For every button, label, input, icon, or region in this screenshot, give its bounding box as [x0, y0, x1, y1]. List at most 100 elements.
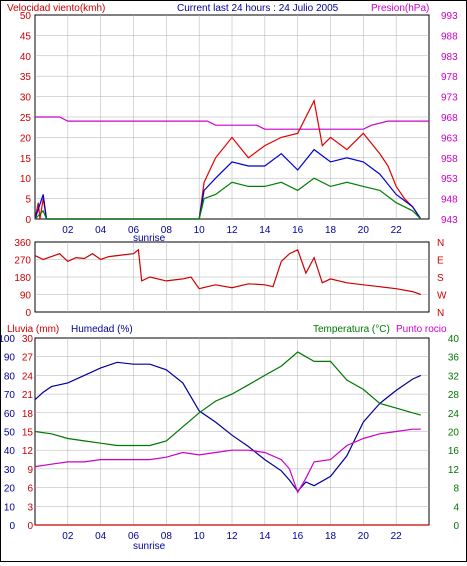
humidity-y-tick-label: 80 — [4, 371, 16, 382]
temperature-y-tick-label: 16 — [448, 446, 460, 457]
wind-y-tick-label: 0 — [25, 215, 31, 226]
humidity-y-tick-label: 50 — [4, 428, 16, 439]
humidity-y-tick-label: 70 — [4, 390, 16, 401]
wind-y-tick-label: 35 — [20, 72, 32, 83]
rain-y-tick-label: 18 — [22, 409, 34, 420]
pressure-y-tick-label: 953 — [441, 174, 458, 185]
pressure-line — [35, 116, 429, 130]
compass-tick-label: S — [437, 273, 444, 284]
wind-y-tick-label: 5 — [25, 195, 31, 206]
x-tick-label: 16 — [292, 531, 304, 542]
sunrise-label-bottom: sunrise — [133, 541, 166, 552]
x-tick-label: 22 — [391, 225, 403, 236]
direction-y-tick-label: 180 — [14, 273, 31, 284]
temperature-y-tick-label: 8 — [453, 484, 459, 495]
x-tick-label: 04 — [95, 531, 107, 542]
x-tick-label: 14 — [259, 225, 271, 236]
wind-y-tick-label: 25 — [20, 113, 32, 124]
pressure-y-tick-label: 993 — [441, 11, 458, 22]
humidity-y-tick-label: 40 — [4, 446, 16, 457]
humidity-title: Humedad (%) — [71, 324, 133, 335]
humidity-y-tick-label: 0 — [9, 521, 15, 532]
dew-point-title: Punto rocio — [396, 324, 447, 335]
compass-tick-label: E — [437, 256, 444, 267]
axis-ticks-layer: 0202040406060808101012121414161618182020… — [0, 11, 460, 542]
direction-y-tick-label: 90 — [20, 291, 32, 302]
rain-y-tick-label: 12 — [22, 446, 34, 457]
chart-title: Current last 24 hours : 24 Julio 2005 — [177, 3, 339, 14]
temperature-y-tick-label: 0 — [453, 521, 459, 532]
pressure-y-tick-label: 973 — [441, 93, 458, 104]
x-tick-label: 22 — [391, 531, 403, 542]
humidity-line — [34, 361, 422, 493]
temperature-y-tick-label: 40 — [448, 334, 460, 345]
rain-y-tick-label: 27 — [22, 353, 34, 364]
rain-y-tick-label: 15 — [22, 428, 34, 439]
rain-y-tick-label: 21 — [22, 390, 34, 401]
x-tick-label: 04 — [95, 225, 107, 236]
x-tick-label: 18 — [325, 531, 337, 542]
x-tick-label: 02 — [62, 531, 74, 542]
x-tick-label: 16 — [292, 225, 304, 236]
temperature-y-tick-label: 28 — [448, 390, 460, 401]
rain-y-tick-label: 24 — [22, 371, 34, 382]
temperature-y-tick-label: 32 — [448, 371, 460, 382]
x-tick-label: 02 — [62, 225, 74, 236]
pressure-y-tick-label: 963 — [441, 133, 458, 144]
x-tick-label: 20 — [358, 531, 370, 542]
direction-y-tick-label: 270 — [14, 256, 31, 267]
x-tick-label: 10 — [194, 531, 206, 542]
dew-point-line — [34, 428, 421, 494]
x-tick-label: 18 — [325, 225, 337, 236]
temperature-y-tick-label: 4 — [453, 502, 459, 513]
wind-y-tick-label: 45 — [20, 31, 32, 42]
wind-direction-line — [34, 248, 422, 296]
rain-y-tick-label: 30 — [22, 334, 34, 345]
x-tick-label: 20 — [358, 225, 370, 236]
series-layer — [34, 98, 429, 526]
x-tick-label: 14 — [259, 531, 271, 542]
pressure-y-tick-label: 948 — [441, 195, 458, 206]
compass-tick-label: N — [437, 238, 444, 249]
temperature-y-tick-label: 20 — [448, 428, 460, 439]
direction-y-tick-label: 360 — [14, 238, 31, 249]
pressure-y-tick-label: 988 — [441, 31, 458, 42]
x-tick-label: 12 — [226, 531, 238, 542]
temperature-y-tick-label: 12 — [448, 465, 460, 476]
temperature-y-tick-label: 36 — [448, 353, 460, 364]
temperature-y-tick-label: 24 — [448, 409, 460, 420]
wind-y-tick-label: 15 — [20, 154, 32, 165]
humidity-y-tick-label: 10 — [4, 502, 16, 513]
humidity-y-tick-label: 90 — [4, 353, 16, 364]
x-tick-label: 12 — [226, 225, 238, 236]
humidity-y-tick-label: 60 — [4, 409, 16, 420]
wind-y-tick-label: 50 — [20, 11, 32, 22]
rain-y-tick-label: 3 — [27, 502, 33, 513]
pressure-y-tick-label: 968 — [441, 113, 458, 124]
humidity-y-tick-label: 30 — [4, 465, 16, 476]
rain-title: Lluvia (mm) — [7, 324, 59, 335]
wind-y-tick-label: 40 — [20, 52, 32, 63]
sunrise-label-top: sunrise — [133, 233, 166, 244]
wind-y-tick-label: 30 — [20, 93, 32, 104]
pressure-y-tick-label: 978 — [441, 72, 458, 83]
temperature-title: Temperatura (°C) — [313, 324, 390, 335]
wind-y-tick-label: 10 — [20, 174, 32, 185]
rain-y-tick-label: 6 — [27, 484, 33, 495]
temperature-line — [34, 351, 421, 447]
direction-y-tick-label: 0 — [25, 308, 31, 319]
x-tick-label: 10 — [194, 225, 206, 236]
compass-tick-label: W — [437, 291, 447, 302]
wind-green-line — [34, 177, 422, 220]
x-tick-label: 08 — [161, 531, 173, 542]
wind-speed-title: Velocidad viento(kmh) — [7, 3, 105, 14]
x-tick-label: 06 — [128, 531, 140, 542]
compass-tick-label: N — [437, 308, 444, 319]
rain-y-tick-label: 0 — [27, 521, 33, 532]
pressure-y-tick-label: 983 — [441, 52, 458, 63]
humidity-y-tick-label: 100 — [1, 334, 15, 345]
wind-y-tick-label: 20 — [20, 133, 32, 144]
pressure-y-tick-label: 943 — [441, 215, 458, 226]
